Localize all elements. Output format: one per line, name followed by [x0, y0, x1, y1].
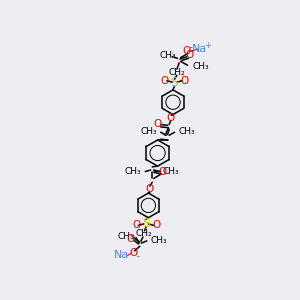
Text: O: O — [154, 119, 162, 129]
Text: O: O — [132, 220, 140, 230]
Text: CH₂: CH₂ — [135, 230, 152, 238]
Text: CH₃: CH₃ — [140, 127, 157, 136]
Text: -: - — [136, 252, 139, 261]
Text: CH₃: CH₃ — [163, 167, 180, 176]
Text: CH₃: CH₃ — [125, 167, 141, 176]
Text: CH₂: CH₂ — [169, 68, 185, 77]
Text: O: O — [130, 248, 138, 258]
Text: CH₃: CH₃ — [178, 127, 195, 136]
Text: O: O — [183, 46, 191, 56]
Text: O: O — [180, 76, 189, 86]
Text: S: S — [142, 217, 150, 230]
Text: -: - — [189, 43, 192, 52]
Text: Na: Na — [192, 44, 208, 54]
Text: O: O — [159, 167, 167, 177]
Text: S: S — [170, 76, 178, 89]
Text: CH₃: CH₃ — [159, 51, 176, 60]
Text: +: + — [204, 41, 211, 50]
Text: O: O — [127, 234, 135, 244]
Text: CH₃: CH₃ — [151, 236, 167, 244]
Text: O: O — [185, 50, 193, 60]
Text: O: O — [146, 184, 154, 194]
Text: Na: Na — [114, 250, 129, 260]
Text: O: O — [167, 112, 175, 123]
Text: O: O — [160, 76, 169, 86]
Text: CH₃: CH₃ — [118, 232, 134, 242]
Text: CH₃: CH₃ — [192, 61, 209, 70]
Text: O: O — [152, 220, 160, 230]
